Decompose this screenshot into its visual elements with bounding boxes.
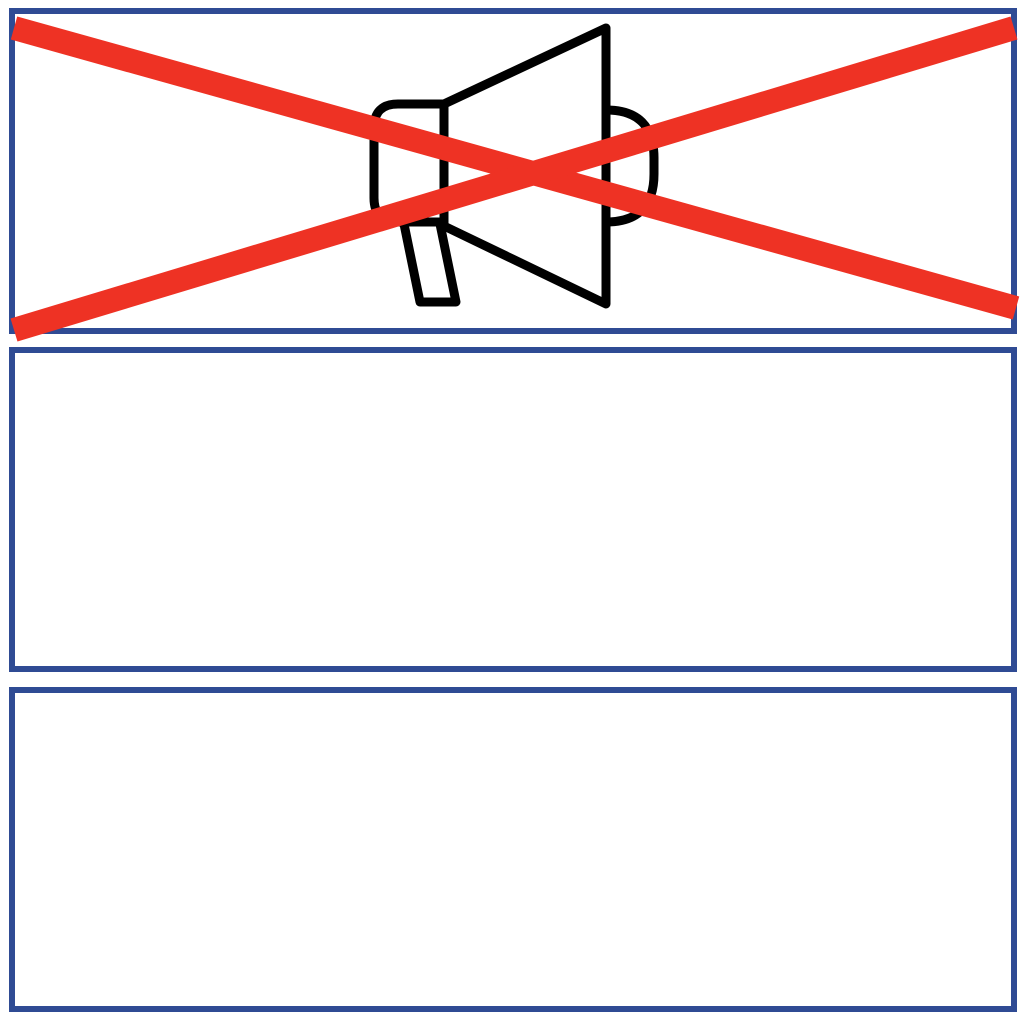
panel-top [9, 8, 1017, 334]
panel-middle [9, 347, 1017, 672]
panel-bottom [9, 687, 1017, 1012]
